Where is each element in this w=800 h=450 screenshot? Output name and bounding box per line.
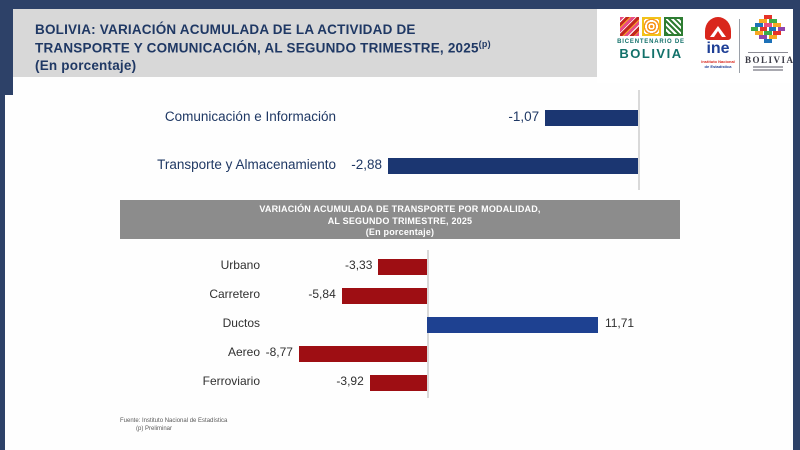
bolivia-caption-bar [753,66,783,68]
value-label: -1,07 [508,109,540,124]
bar [427,317,598,333]
chart-transport-by-mode: Urbano -3,33 Carretero -5,84 Ductos 11,71 Aere… [13,248,787,400]
chart2-title-band: VARIACIÓN ACUMULADA DE TRANSPORTE POR MO… [120,200,680,239]
source-note: Fuente: Instituto Nacional de Estadístic… [120,418,228,424]
ine-caption-1: Instituto Nacional [701,59,735,64]
page-title-line1: BOLIVIA: VARIACIÓN ACUMULADA DE LA ACTIV… [35,22,416,37]
page-title-line3: (En porcentaje) [35,58,137,74]
value-label: -2,88 [351,157,383,172]
bolivia-caption-bar [753,69,783,71]
page-title: BOLIVIA: VARIACIÓN ACUMULADA DE LA ACTIV… [13,9,597,75]
header: BOLIVIA: VARIACIÓN ACUMULADA DE LA ACTIV… [13,9,597,77]
chart2-title: VARIACIÓN ACUMULADA DE TRANSPORTE POR MO… [259,204,541,214]
bicentenario-emblem-icon [619,17,639,36]
ine-label: ine [706,40,730,57]
spiral-emblem-icon [641,17,661,36]
category-label: Comunicación e Información [164,109,336,124]
bar [369,375,427,391]
category-label: Transporte y Almacenamiento [157,157,336,172]
value-label: -8,77 [265,345,293,359]
bar [545,110,638,126]
preliminary-superscript: (p) [478,38,491,49]
category-label: Ductos [222,316,260,330]
value-label: 11,71 [604,316,635,330]
green-emblem-icon [663,17,683,36]
category-label: Urbano [220,258,260,272]
chart2-subtitle: AL SEGUNDO TRIMESTRE, 2025 [327,215,473,226]
top-border [0,0,800,9]
bar [341,288,427,304]
bolivia-state-label: BOLIVIA [745,55,795,65]
logo-panel: BICENTENARIO DE BOLIVIA ine Instituto Na… [597,9,793,83]
category-label: Aereo [227,345,260,359]
category-label: Ferroviario [202,374,260,388]
bolivia-state-logo: BOLIVIA [745,15,795,72]
bar [378,259,427,275]
bar [298,346,427,362]
bicentenario-bolivia-label: BOLIVIA [619,46,683,61]
bar [388,158,638,174]
ine-caption-2: de Estadística [704,64,732,69]
value-label: -3,92 [336,374,364,388]
preliminary-note: (p) Preliminar [136,426,173,433]
chakana-emblem-icon [751,15,785,43]
bicentenario-label: BICENTENARIO DE [617,39,685,45]
right-border [793,0,800,450]
bicentenario-emblems [605,17,697,36]
chart-transport-communication: Comunicación e Información -1,07 Transport… [13,88,787,192]
ine-mountain-icon [705,17,731,40]
page-title-line2: TRANSPORTE Y COMUNICACIÓN, AL SEGUNDO TR… [35,38,491,56]
chart2-unit-label: (En porcentaje) [365,227,435,238]
left-border-thick [0,0,13,95]
left-border-thin [0,95,5,450]
category-label: Carretero [209,287,260,301]
ine-logo: ine Instituto Nacional de Estadística [701,17,735,69]
zero-axis-line [638,90,640,190]
value-label: -3,33 [345,258,373,272]
logo-separator [739,19,740,73]
footer: Fuente: Instituto Nacional de Estadístic… [120,417,227,434]
bicentenario-logo: BICENTENARIO DE BOLIVIA [605,17,697,61]
divider [748,52,788,53]
value-label: -5,84 [308,287,336,301]
